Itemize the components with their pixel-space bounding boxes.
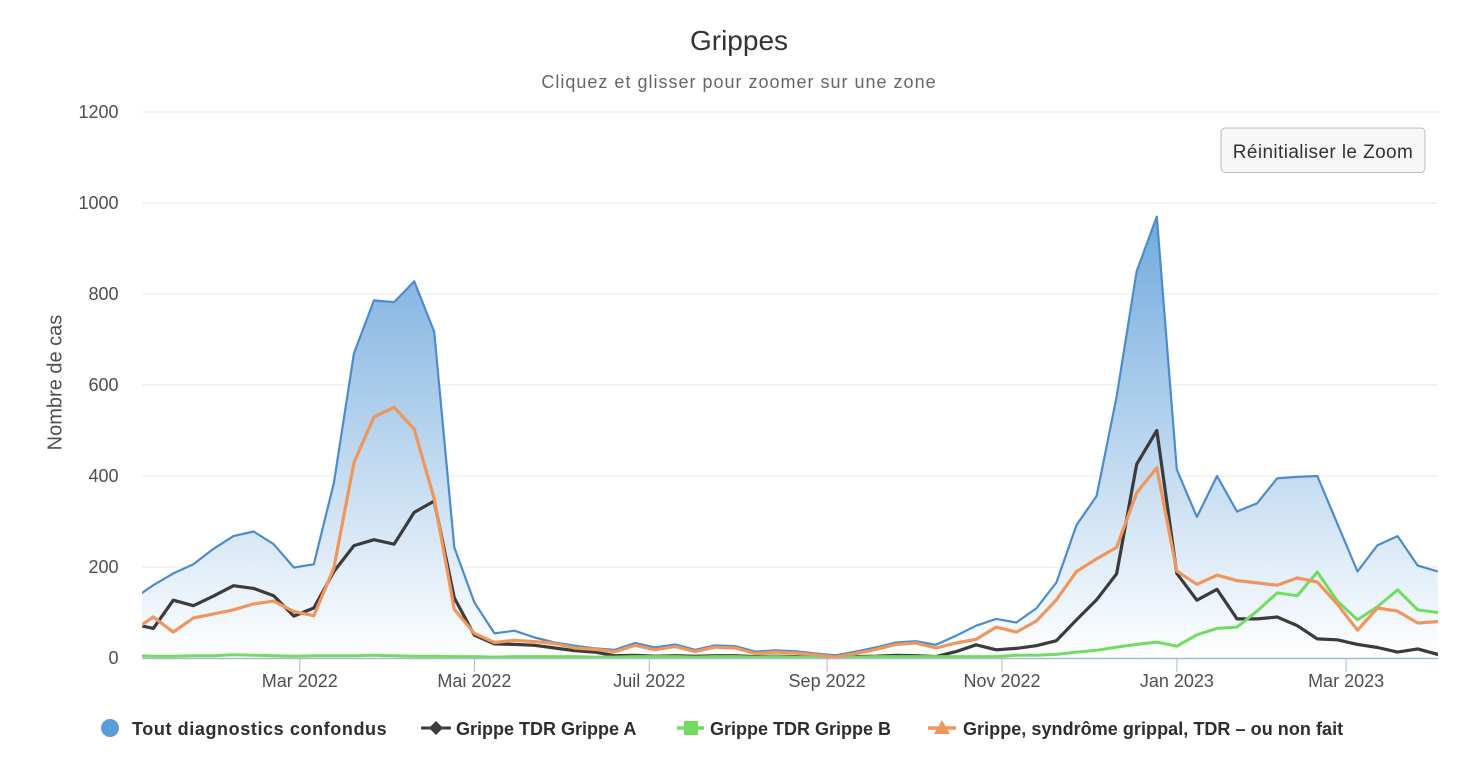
svg-text:Juil 2022: Juil 2022	[613, 671, 685, 691]
svg-text:Tout diagnostics confondus: Tout diagnostics confondus	[132, 719, 387, 739]
svg-text:Grippe, syndrôme grippal, TDR: Grippe, syndrôme grippal, TDR – ou non f…	[963, 719, 1343, 739]
svg-text:400: 400	[88, 466, 118, 486]
svg-text:Sep 2022: Sep 2022	[789, 671, 866, 691]
svg-text:Mar 2022: Mar 2022	[262, 671, 338, 691]
svg-text:1200: 1200	[78, 102, 118, 122]
svg-text:Jan 2023: Jan 2023	[1140, 671, 1214, 691]
svg-text:Réinitialiser le Zoom: Réinitialiser le Zoom	[1233, 142, 1414, 163]
svg-text:1000: 1000	[78, 193, 118, 213]
svg-text:600: 600	[88, 375, 118, 395]
svg-text:800: 800	[88, 284, 118, 304]
svg-text:Mar 2023: Mar 2023	[1308, 671, 1384, 691]
svg-text:Grippe TDR Grippe A: Grippe TDR Grippe A	[456, 719, 636, 739]
svg-text:Grippes: Grippes	[690, 25, 788, 56]
svg-text:Nombre de cas: Nombre de cas	[45, 315, 67, 451]
svg-text:200: 200	[88, 557, 118, 577]
svg-text:Nov 2022: Nov 2022	[963, 671, 1040, 691]
svg-text:Grippe TDR Grippe B: Grippe TDR Grippe B	[710, 719, 891, 739]
svg-text:0: 0	[108, 648, 118, 668]
svg-text:Cliquez et glisser pour zoomer: Cliquez et glisser pour zoomer sur une z…	[541, 72, 936, 92]
svg-text:Mai 2022: Mai 2022	[437, 671, 511, 691]
